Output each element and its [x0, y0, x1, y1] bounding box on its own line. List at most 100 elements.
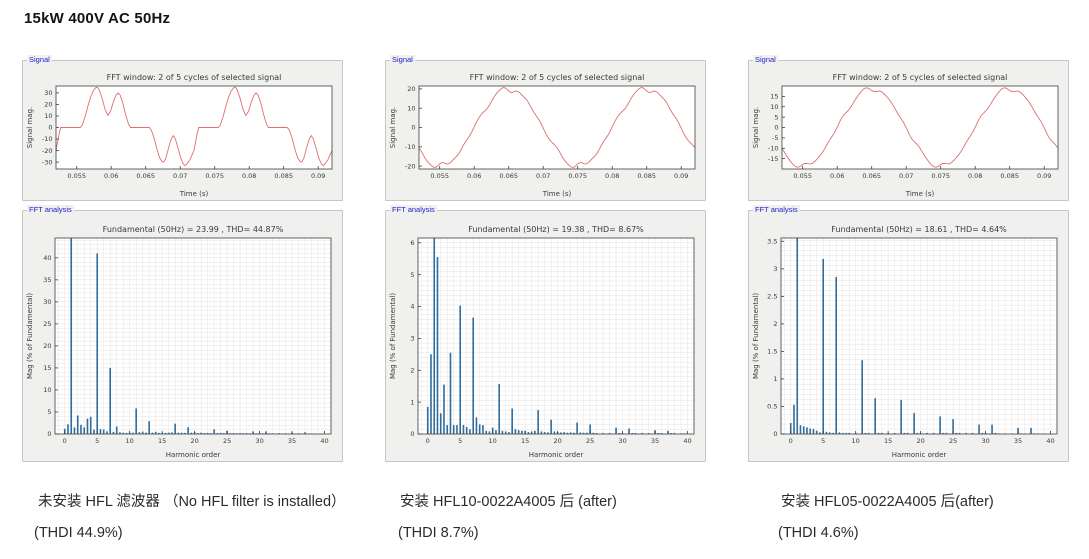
svg-text:5: 5: [95, 437, 99, 445]
signal-panel: Signal 0.055 0.06 0.065 0.07 0.075 0.08 0.085 0…: [748, 55, 1069, 201]
svg-text:Mag (% of Fundamental): Mag (% of Fundamental): [26, 293, 34, 379]
svg-text:Time (s): Time (s): [905, 190, 935, 198]
svg-text:0: 0: [411, 124, 415, 132]
svg-text:0: 0: [47, 430, 51, 438]
svg-text:-15: -15: [768, 155, 779, 163]
caption-line1: 安装 HFL10-0022A4005 后 (after): [400, 494, 617, 510]
svg-text:25: 25: [949, 437, 957, 445]
svg-text:Fundamental (50Hz) = 23.99 , T: Fundamental (50Hz) = 23.99 , THD= 44.87%: [103, 225, 284, 234]
svg-text:0: 0: [773, 430, 777, 438]
svg-text:0.065: 0.065: [862, 172, 881, 180]
fft-panel-label: FFT analysis: [753, 205, 800, 215]
svg-text:0.075: 0.075: [205, 172, 224, 180]
svg-text:0.07: 0.07: [899, 172, 913, 180]
svg-text:3.5: 3.5: [767, 238, 777, 246]
signal-waveform-plot: 0.055 0.06 0.065 0.07 0.075 0.08 0.085 0.09 -30 -…: [26, 73, 333, 198]
svg-text:Mag (% of Fundamental): Mag (% of Fundamental): [752, 293, 760, 379]
signal-panel-label: Signal: [390, 55, 415, 65]
signal-panel: Signal 0.055 0.06 0.065 0.07 0.075 0.08 0.085 0…: [385, 55, 706, 201]
svg-text:20: 20: [43, 342, 51, 350]
fft-harmonics-plot: 0 5 10 15 20 25 30 35 40 0 0.5 1 1.5 2 2.5 3 3.5 Fundamen…: [752, 225, 1058, 459]
svg-text:25: 25: [586, 437, 594, 445]
svg-text:20: 20: [407, 85, 415, 93]
svg-text:15: 15: [884, 437, 892, 445]
svg-text:10: 10: [852, 437, 860, 445]
svg-text:-10: -10: [405, 143, 416, 151]
svg-text:30: 30: [43, 298, 51, 306]
svg-text:15: 15: [770, 93, 778, 101]
fft-analysis-panel: FFT analysis 0 5 10 15 20 25 30 35 40 0 1 2 3 4 5 6 Fund…: [385, 205, 706, 462]
fft-harmonics-plot: 0 5 10 15 20 25 30 35 40 0 5 10 15 20 25 30 35 40 Fundamen…: [26, 225, 332, 459]
svg-text:0.07: 0.07: [173, 172, 187, 180]
svg-text:-10: -10: [768, 145, 779, 153]
signal-panel-label: Signal: [27, 55, 52, 65]
caption-hfl10: 安装 HFL10-0022A4005 后 (after) (THDI 8.7%): [385, 487, 706, 549]
svg-text:3: 3: [773, 265, 777, 273]
svg-text:6: 6: [410, 239, 414, 247]
svg-text:0: 0: [63, 437, 67, 445]
signal-waveform-plot: 0.055 0.06 0.065 0.07 0.075 0.08 0.085 0.09 -20 -…: [389, 73, 696, 198]
svg-text:10: 10: [489, 437, 497, 445]
svg-text:1.5: 1.5: [767, 348, 777, 356]
caption-line1: 安装 HFL05-0022A4005 后(after): [781, 494, 994, 510]
svg-text:20: 20: [916, 437, 924, 445]
svg-text:-20: -20: [405, 162, 416, 170]
svg-text:0: 0: [48, 124, 52, 132]
column-no-filter: Signal 0.055 0.06 0.065 0.07 0.075 0.08 0.085 0…: [22, 55, 346, 549]
svg-text:2.5: 2.5: [767, 293, 777, 301]
svg-text:15: 15: [43, 364, 51, 372]
svg-text:25: 25: [223, 437, 231, 445]
svg-text:35: 35: [288, 437, 296, 445]
svg-text:Harmonic order: Harmonic order: [892, 451, 947, 459]
svg-text:40: 40: [320, 437, 328, 445]
caption-line1: 未安装 HFL 滤波器 （No HFL filter is installed）: [38, 494, 346, 510]
svg-text:0: 0: [789, 437, 793, 445]
svg-text:Harmonic order: Harmonic order: [529, 451, 584, 459]
fft-analysis-panel: FFT analysis 0 5 10 15 20 25 30 35 40 0 0.5 1 1.5 2 2.…: [748, 205, 1069, 462]
svg-text:0.06: 0.06: [830, 172, 844, 180]
svg-text:-10: -10: [42, 135, 53, 143]
svg-text:0.065: 0.065: [499, 172, 518, 180]
svg-text:0.085: 0.085: [1000, 172, 1019, 180]
svg-text:15: 15: [158, 437, 166, 445]
svg-text:10: 10: [43, 386, 51, 394]
svg-text:30: 30: [44, 89, 52, 97]
svg-text:5: 5: [774, 113, 778, 121]
svg-text:Fundamental (50Hz) = 18.61 , T: Fundamental (50Hz) = 18.61 , THD= 4.64%: [831, 225, 1007, 234]
svg-text:0.09: 0.09: [674, 172, 688, 180]
svg-text:FFT window: 2 of 5 cycles of s: FFT window: 2 of 5 cycles of selected si…: [833, 73, 1008, 82]
svg-text:35: 35: [1014, 437, 1022, 445]
svg-text:2: 2: [773, 320, 777, 328]
svg-text:10: 10: [44, 112, 52, 120]
svg-text:30: 30: [255, 437, 263, 445]
column-hfl10-filter: Signal 0.055 0.06 0.065 0.07 0.075 0.08 0.085 0…: [385, 55, 706, 549]
caption-thdi: (THDI 4.6%): [778, 525, 859, 541]
fft-analysis-panel: FFT analysis 0 5 10 15 20 25 30 35 40 0 5 10 15 20 25 3…: [22, 205, 343, 462]
svg-text:-5: -5: [772, 134, 778, 142]
svg-text:20: 20: [553, 437, 561, 445]
fft-panel-label: FFT analysis: [27, 205, 74, 215]
signal-panel: Signal 0.055 0.06 0.065 0.07 0.075 0.08 0.085 0…: [22, 55, 343, 201]
svg-text:10: 10: [126, 437, 134, 445]
svg-text:0.08: 0.08: [605, 172, 619, 180]
svg-text:0.09: 0.09: [1037, 172, 1051, 180]
fft-panel-label: FFT analysis: [390, 205, 437, 215]
svg-text:0.07: 0.07: [536, 172, 550, 180]
svg-text:5: 5: [821, 437, 825, 445]
svg-text:40: 40: [683, 437, 691, 445]
svg-text:4: 4: [410, 303, 414, 311]
svg-text:30: 30: [981, 437, 989, 445]
fft-harmonics-plot: 0 5 10 15 20 25 30 35 40 0 1 2 3 4 5 6 Fundamental (50Hz…: [389, 225, 695, 459]
svg-text:2: 2: [410, 367, 414, 375]
svg-text:0: 0: [774, 124, 778, 132]
svg-text:10: 10: [407, 104, 415, 112]
svg-text:30: 30: [618, 437, 626, 445]
svg-text:0.06: 0.06: [104, 172, 118, 180]
signal-panel-label: Signal: [753, 55, 778, 65]
svg-text:1: 1: [773, 375, 777, 383]
caption-thdi: (THDI 8.7%): [398, 525, 479, 541]
svg-text:-20: -20: [42, 147, 53, 155]
svg-text:15: 15: [521, 437, 529, 445]
svg-text:Signal mag.: Signal mag.: [752, 107, 760, 149]
svg-text:0.5: 0.5: [767, 403, 777, 411]
